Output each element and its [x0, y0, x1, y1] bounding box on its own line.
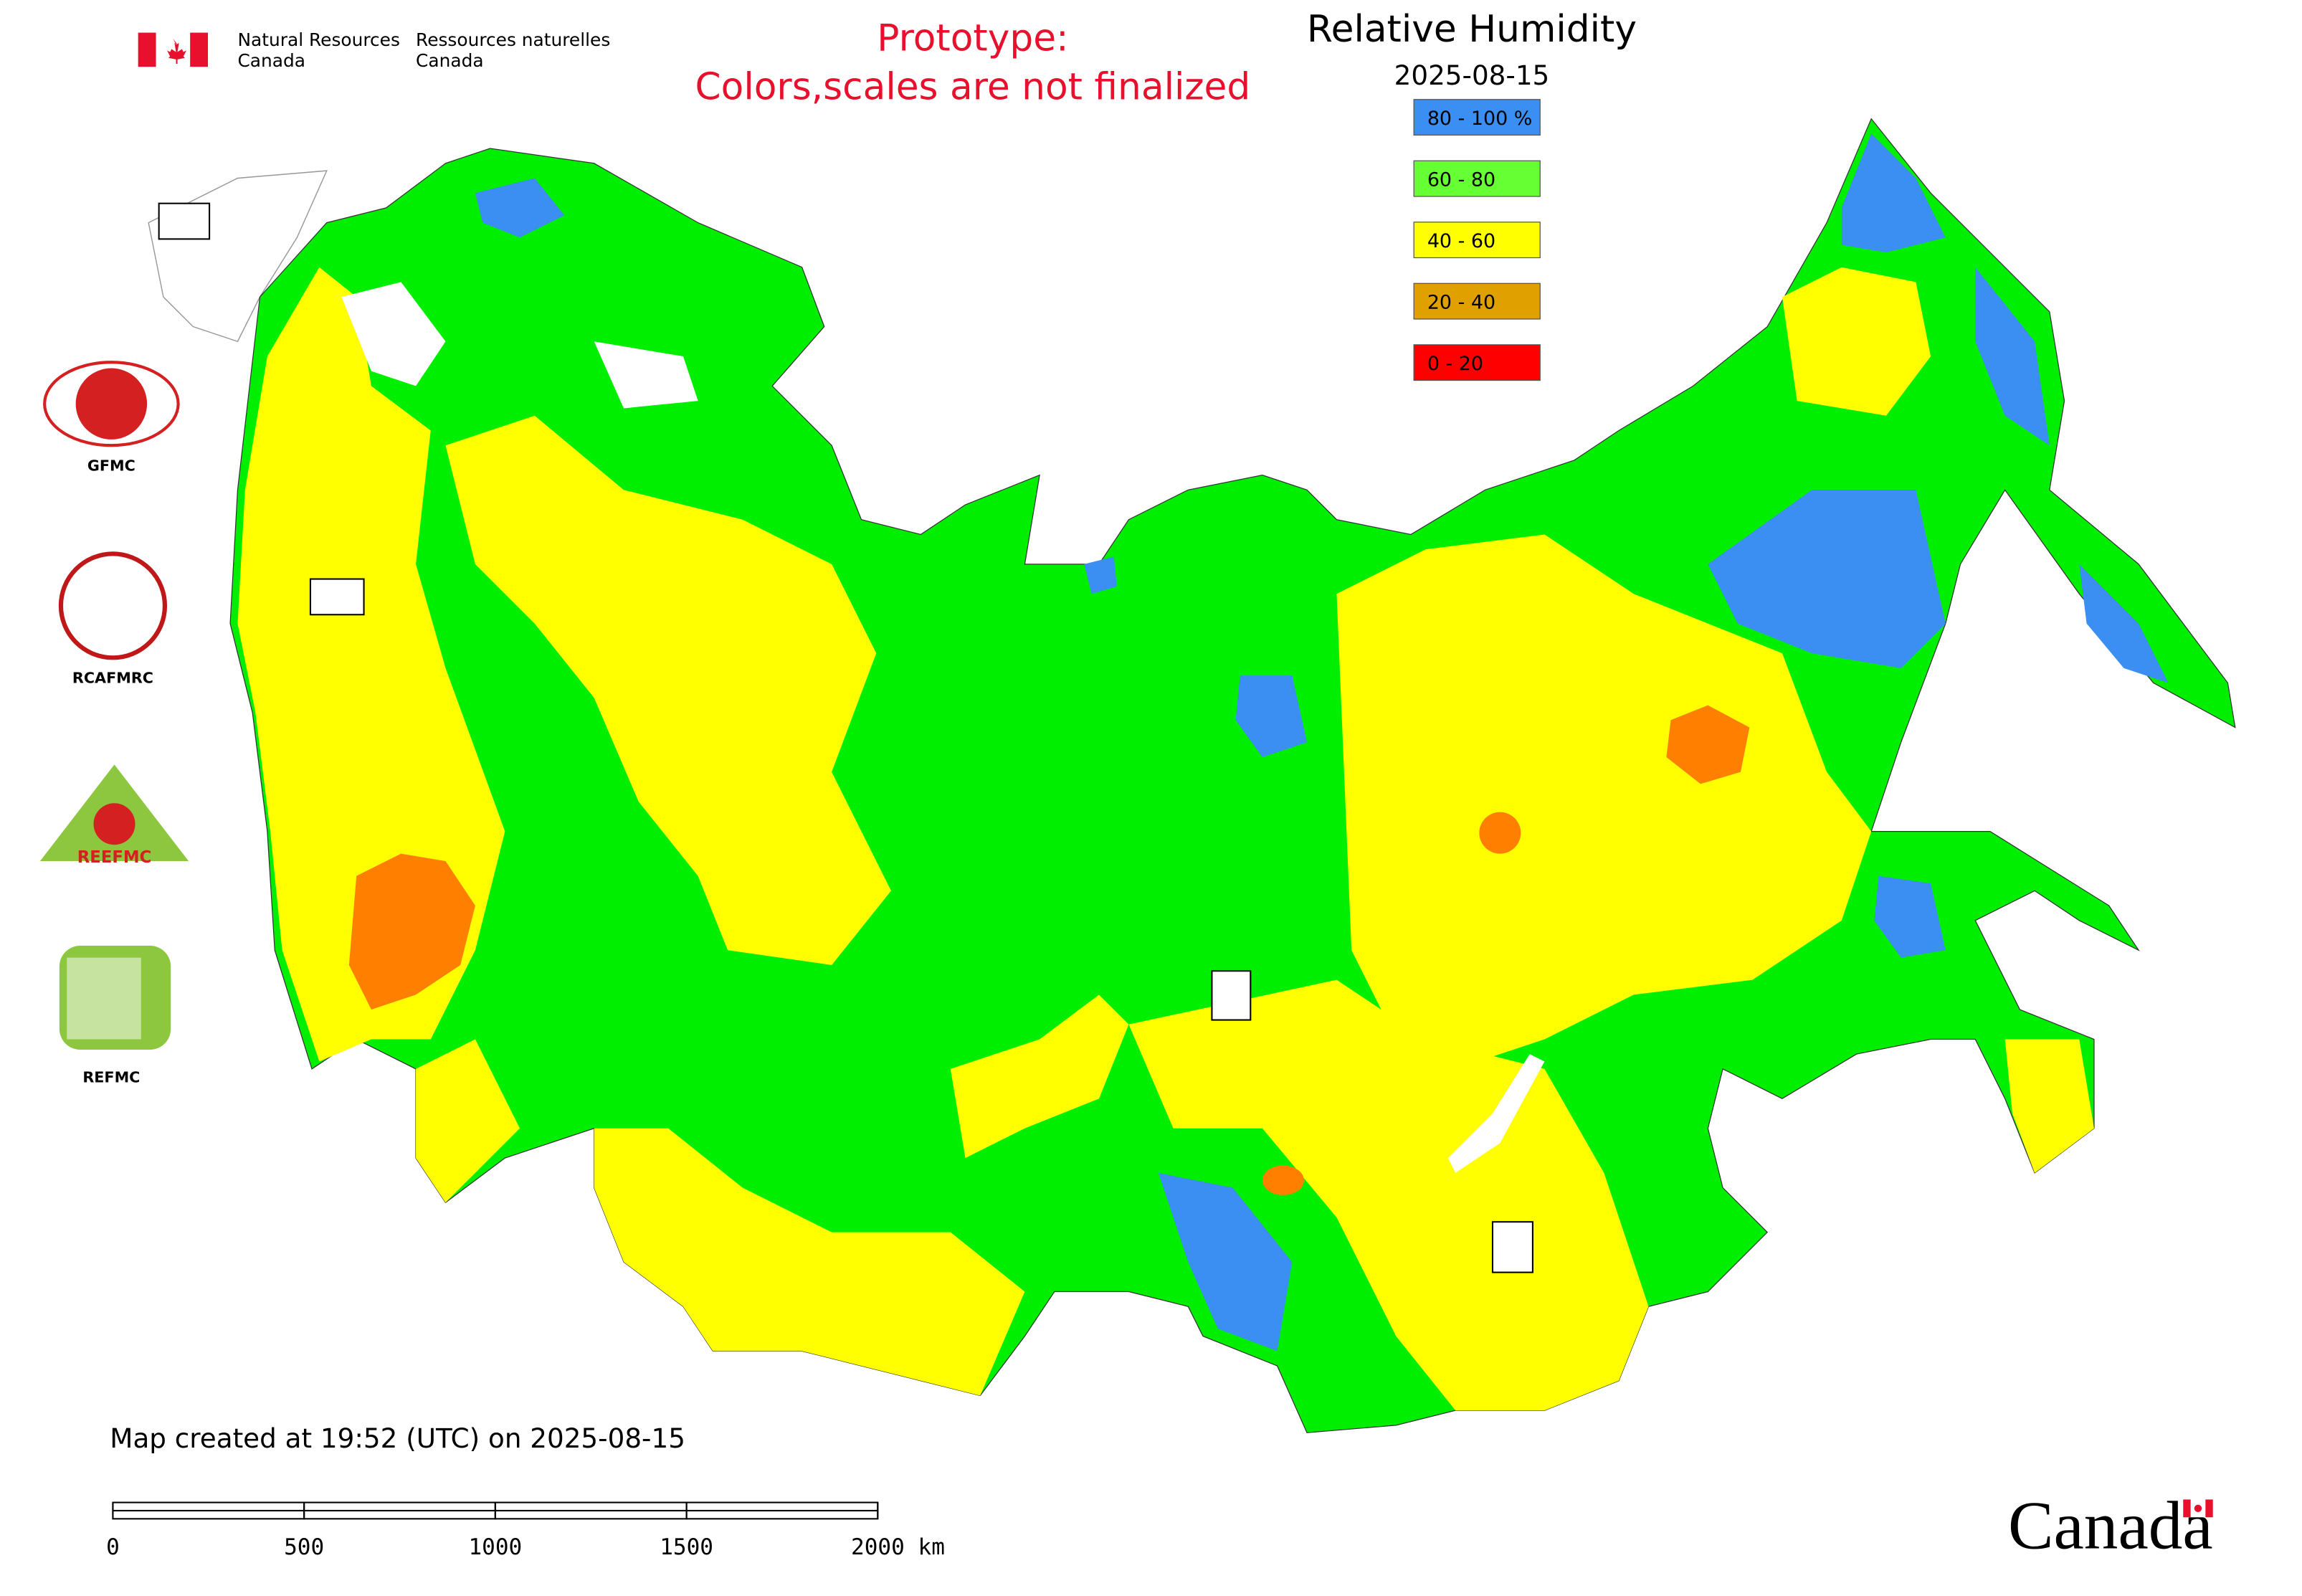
- region-blue: [1975, 267, 2050, 446]
- map-logo: [1211, 970, 1252, 1021]
- logo-label: REFMC: [82, 1069, 140, 1086]
- notice: Colors,scales are not finalized: [695, 66, 1251, 109]
- region-blue: [1708, 490, 1946, 668]
- agency-fr: Ressources naturelles: [416, 29, 610, 50]
- map-title: Relative Humidity: [1307, 8, 1637, 51]
- legend-swatch: [1413, 222, 1541, 259]
- region-yellow: [416, 1039, 520, 1203]
- legend: 80 - 100 % 60 - 80 40 - 60 20 - 40 0 - 20: [1413, 99, 1541, 381]
- legend-label: 80 - 100 %: [1427, 108, 1533, 130]
- lake: [1447, 1054, 1545, 1173]
- scale-label: 0: [106, 1534, 120, 1560]
- scale-label: 1000: [468, 1534, 522, 1560]
- region-yellow: [950, 994, 1129, 1159]
- agency-en: Canada: [237, 50, 305, 71]
- map-logo: [309, 578, 365, 616]
- flag: [138, 32, 209, 67]
- scale-label: 500: [284, 1534, 324, 1560]
- logo-rcafmrc: [58, 551, 168, 660]
- logo-refmc: [59, 946, 171, 1050]
- legend-swatch: [1413, 282, 1541, 320]
- agency-fr: Canada: [416, 50, 484, 71]
- region-yellow: [1782, 267, 1931, 416]
- region-orange: [1262, 1165, 1304, 1195]
- logo-gfmc: [43, 361, 180, 447]
- region-blue: [1158, 1172, 1293, 1352]
- region-yellow: [2004, 1039, 2094, 1173]
- region-orange: [1666, 705, 1750, 784]
- region-yellow: [1336, 534, 1872, 1069]
- wordmark-flag: [2183, 1499, 2213, 1518]
- region-orange: [348, 853, 475, 1010]
- logo-label: GFMC: [87, 457, 135, 474]
- created-note: Map created at 19:52 (UTC) on 2025-08-15: [110, 1422, 685, 1454]
- logo-reefmc: [39, 764, 189, 862]
- region-blue: [1874, 875, 1946, 958]
- map-logo: [158, 202, 211, 240]
- notice: Prototype:: [877, 16, 1068, 60]
- agency-en: Natural Resources: [237, 29, 399, 50]
- legend-swatch: [1413, 160, 1541, 197]
- legend-label: 40 - 60: [1427, 230, 1495, 252]
- water: [594, 341, 698, 409]
- region-blue: [1841, 133, 1946, 253]
- legend-label: 60 - 80: [1427, 168, 1495, 191]
- map: [229, 118, 2236, 1433]
- water: [341, 282, 446, 386]
- region-yellow: [594, 1128, 1025, 1396]
- scale-label: 2000 km: [851, 1534, 945, 1560]
- region-blue: [2079, 564, 2169, 683]
- region-yellow: [445, 415, 891, 965]
- region-blue: [1235, 675, 1308, 758]
- scale-label: 1500: [660, 1534, 713, 1560]
- legend-swatch: [1413, 344, 1541, 381]
- wordmark: Canada: [2008, 1488, 2213, 1564]
- legend-swatch: [1413, 99, 1541, 136]
- logo-label: REEFMC: [77, 848, 152, 867]
- region-blue: [475, 178, 565, 238]
- region-orange: [1479, 812, 1521, 854]
- map-date: 2025-08-15: [1394, 60, 1550, 91]
- region-blue: [1084, 556, 1117, 594]
- legend-label: 20 - 40: [1427, 292, 1495, 314]
- scale-bar: 0 500 1000 1500 2000 km: [106, 1501, 945, 1560]
- map-logo: [1491, 1221, 1533, 1273]
- logo-label: RCAFMRC: [72, 670, 153, 687]
- legend-label: 0 - 20: [1427, 353, 1483, 375]
